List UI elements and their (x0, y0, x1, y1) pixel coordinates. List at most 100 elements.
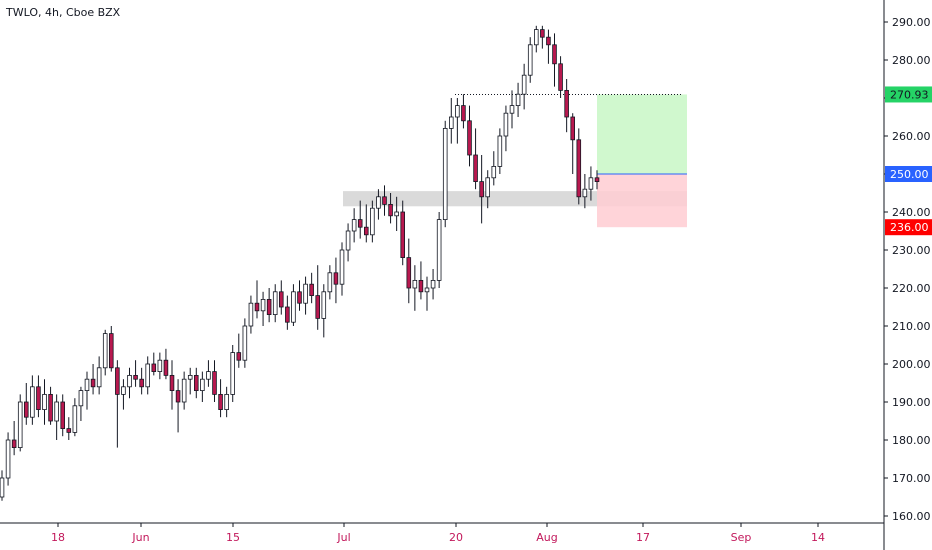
price-tag-target-label: 270.93 (890, 88, 929, 101)
candle (558, 56, 563, 98)
candle (503, 105, 509, 152)
candle-body (54, 401, 59, 422)
candle-body (412, 279, 418, 289)
candle (594, 170, 600, 190)
candle-body (0, 477, 5, 498)
candle-body (139, 378, 144, 388)
time-tick-label: 20 (449, 531, 463, 544)
candle-body (17, 401, 23, 448)
time-tick-label: 18 (51, 531, 65, 544)
candle-body (442, 127, 448, 220)
candle (552, 33, 557, 87)
candle (72, 398, 78, 437)
candle (376, 189, 381, 220)
time-tick-label: Sep (731, 531, 752, 544)
candle-body (588, 177, 594, 190)
candle (564, 79, 569, 133)
candle-body (515, 93, 521, 106)
time-tick-label: Aug (536, 531, 557, 544)
time-tick-label: 14 (811, 531, 825, 544)
candle-body (370, 207, 375, 236)
price-tick-label: 190.00 (892, 396, 931, 409)
candle (412, 265, 418, 311)
stop-zone (597, 174, 687, 228)
candle-body (187, 374, 193, 380)
candle (78, 386, 84, 421)
candle-body (169, 374, 175, 391)
candle-body (418, 279, 424, 293)
candle (455, 98, 460, 144)
candle (115, 360, 120, 448)
candle-body (84, 378, 90, 392)
candle-body (115, 367, 120, 395)
candle (169, 360, 175, 410)
candle (509, 90, 515, 129)
candle-body (78, 390, 84, 407)
candle (260, 291, 266, 326)
candle-body (11, 439, 17, 448)
candle-body (230, 352, 235, 395)
candle-body (272, 291, 278, 315)
candle-body (30, 386, 35, 418)
price-tag-stop-label: 236.00 (890, 221, 929, 234)
candle-body (345, 230, 351, 251)
candle-body (485, 177, 490, 198)
candle (570, 113, 575, 174)
candle (0, 470, 5, 501)
candle-body (48, 393, 53, 422)
candle-body (382, 196, 387, 205)
candle (139, 367, 144, 395)
candle (449, 98, 454, 144)
candle (133, 360, 138, 387)
candle (279, 280, 284, 315)
candle-body (406, 257, 412, 289)
candle (327, 265, 333, 300)
candle (48, 386, 53, 425)
price-axis[interactable]: 160.00 170.00 180.00 190.00 200.00 210.00 220.… (883, 0, 932, 550)
candle (84, 371, 90, 410)
candle (400, 200, 405, 266)
candle-body (36, 386, 41, 410)
time-tick-label: Jun (131, 531, 149, 544)
price-tick-label: 260.00 (892, 130, 931, 143)
candle-body (461, 105, 466, 122)
candle-body (181, 378, 187, 403)
annotation-layer (343, 93, 687, 228)
candle-body (236, 352, 242, 361)
candle-body (376, 196, 381, 209)
candle-body (509, 105, 515, 114)
candle-body (102, 333, 108, 369)
candle (473, 128, 478, 190)
candle (479, 155, 484, 224)
candle-body (42, 393, 47, 410)
candle-body (558, 63, 563, 91)
candle (406, 238, 412, 304)
candle (127, 367, 132, 399)
candle (442, 120, 448, 228)
price-tick-label: 200.00 (892, 358, 931, 371)
time-axis[interactable]: 18 Jun 15 Jul 20 Aug 17 Sep 14 (0, 522, 884, 544)
candle-body (467, 120, 472, 156)
candle-body (96, 367, 102, 388)
candle (54, 394, 59, 440)
candle (388, 193, 393, 224)
candle-body (497, 135, 503, 167)
candle (497, 128, 503, 174)
candle (248, 295, 254, 334)
candle-body (309, 283, 314, 297)
candle (546, 29, 551, 64)
candle (66, 417, 72, 440)
candle-body (266, 298, 272, 315)
candle-body (473, 154, 478, 183)
candle (582, 174, 588, 209)
time-tick-label: 15 (226, 531, 240, 544)
candle (163, 348, 169, 380)
candle (187, 367, 193, 395)
candle (109, 326, 114, 372)
candle (181, 371, 187, 410)
candle-body (388, 203, 393, 217)
candle (60, 394, 65, 437)
candle (540, 25, 545, 49)
